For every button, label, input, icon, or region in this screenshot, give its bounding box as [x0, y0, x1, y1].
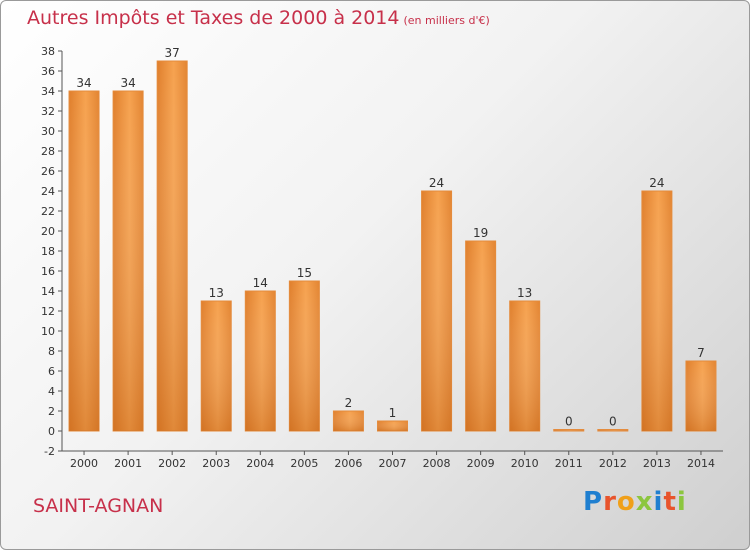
x-tick-label: 2007 — [379, 457, 407, 470]
y-tick-label: 4 — [48, 385, 55, 398]
bar-shade — [641, 191, 672, 431]
y-tick-label: 8 — [48, 345, 55, 358]
data-label: 24 — [649, 176, 664, 190]
logo-letter: x — [635, 487, 654, 517]
bar-shade — [421, 191, 452, 431]
bar-shade — [597, 429, 628, 431]
y-tick-label: 12 — [41, 305, 55, 318]
x-tick-label: 2005 — [290, 457, 318, 470]
bar-shade — [289, 281, 320, 431]
data-label: 0 — [609, 415, 617, 429]
y-tick-label: 18 — [41, 245, 55, 258]
x-tick-label: 2001 — [114, 457, 142, 470]
y-tick-label: 28 — [41, 145, 55, 158]
y-tick-label: 16 — [41, 265, 55, 278]
bar-shade — [553, 429, 584, 431]
logo-letter: o — [616, 487, 636, 517]
x-tick-label: 2013 — [643, 457, 671, 470]
data-label: 13 — [517, 286, 532, 300]
bar-shade — [333, 411, 364, 431]
x-tick-label: 2008 — [423, 457, 451, 470]
y-tick-label: 30 — [41, 125, 55, 138]
bars — [68, 60, 717, 432]
data-label: 34 — [76, 76, 91, 90]
bar-shade — [201, 301, 232, 431]
data-label: 0 — [565, 415, 573, 429]
axes: -202468101214161820222426283032343638200… — [41, 45, 723, 470]
y-tick-label: 34 — [41, 85, 55, 98]
y-tick-label: 24 — [41, 185, 55, 198]
x-tick-label: 2004 — [246, 457, 274, 470]
y-tick-label: 20 — [41, 225, 55, 238]
y-tick-label: 32 — [41, 105, 55, 118]
logo-letter: i — [653, 487, 664, 517]
logo-letter: t — [663, 487, 677, 517]
bar-shade — [465, 241, 496, 431]
x-tick-label: 2003 — [202, 457, 230, 470]
data-label: 14 — [253, 276, 268, 290]
y-tick-label: 0 — [48, 425, 55, 438]
x-tick-label: 2011 — [555, 457, 583, 470]
y-tick-label: 6 — [48, 365, 55, 378]
data-label: 13 — [209, 286, 224, 300]
y-tick-label: 26 — [41, 165, 55, 178]
data-labels: 34 34 37 13 14 15 2 1 24 19 13 0 0 24 7 — [76, 46, 704, 429]
x-tick-label: 2009 — [467, 457, 495, 470]
x-tick-label: 2000 — [70, 457, 98, 470]
logo-letter: r — [603, 487, 617, 517]
bar-shade — [377, 421, 408, 431]
bar-shade — [113, 91, 144, 431]
data-label: 15 — [297, 266, 312, 280]
logo-letter: P — [583, 487, 604, 517]
bar-shade — [685, 361, 716, 431]
y-tick-label: 22 — [41, 205, 55, 218]
y-tick-label: -2 — [44, 445, 55, 458]
x-tick-label: 2006 — [334, 457, 362, 470]
data-label: 34 — [120, 76, 135, 90]
x-tick-label: 2012 — [599, 457, 627, 470]
bar-shade — [509, 301, 540, 431]
data-label: 19 — [473, 226, 488, 240]
y-tick-label: 10 — [41, 325, 55, 338]
data-label: 37 — [165, 46, 180, 60]
x-tick-label: 2010 — [511, 457, 539, 470]
chart-subtitle: (en milliers d'€) — [403, 14, 490, 27]
proxiti-logo: Proxiti — [583, 487, 687, 517]
logo-letter: i — [676, 487, 687, 517]
data-label: 2 — [345, 396, 353, 410]
x-tick-label: 2002 — [158, 457, 186, 470]
data-label: 7 — [697, 346, 705, 360]
data-label: 24 — [429, 176, 444, 190]
y-tick-label: 36 — [41, 65, 55, 78]
location-name: SAINT-AGNAN — [33, 495, 164, 517]
bar-shade — [245, 291, 276, 431]
y-tick-label: 14 — [41, 285, 55, 298]
y-tick-label: 38 — [41, 45, 55, 58]
x-tick-label: 2014 — [687, 457, 715, 470]
y-tick-label: 2 — [48, 405, 55, 418]
chart-title-text: Autres Impôts et Taxes de 2000 à 2014 — [27, 7, 400, 29]
chart-title: Autres Impôts et Taxes de 2000 à 2014 (en… — [27, 7, 490, 29]
bar-shade — [157, 61, 188, 431]
data-label: 1 — [389, 406, 397, 420]
bar-shade — [69, 91, 100, 431]
